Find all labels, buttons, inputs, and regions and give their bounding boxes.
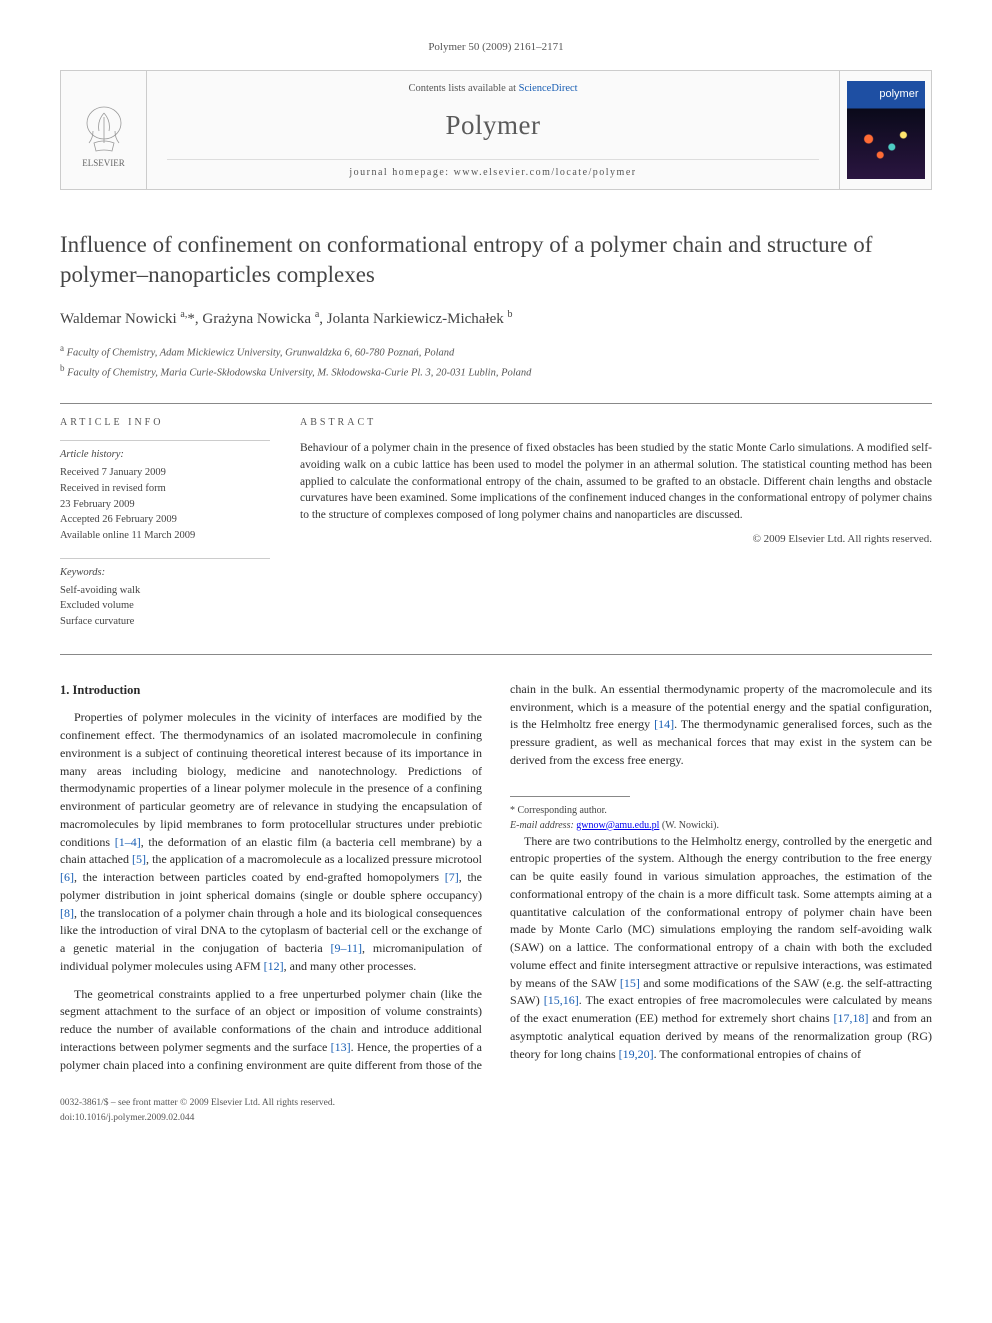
- publisher-logo-cell: ELSEVIER: [61, 71, 147, 189]
- history-revised-line2: 23 February 2009: [60, 497, 270, 513]
- keyword-item: Self-avoiding walk: [60, 583, 270, 599]
- elsevier-tree-icon: [79, 103, 129, 157]
- abstract-text: Behaviour of a polymer chain in the pres…: [300, 440, 932, 523]
- journal-homepage-line: journal homepage: www.elsevier.com/locat…: [167, 159, 819, 181]
- homepage-url[interactable]: www.elsevier.com/locate/polymer: [454, 167, 637, 178]
- publisher-name: ELSEVIER: [82, 157, 125, 170]
- cover-art-icon: [857, 127, 915, 167]
- affiliations: a Faculty of Chemistry, Adam Mickiewicz …: [60, 342, 932, 381]
- elsevier-logo: ELSEVIER: [69, 90, 139, 170]
- abstract-label: ABSTRACT: [300, 416, 932, 431]
- cover-label: polymer: [879, 87, 918, 103]
- keyword-item: Surface curvature: [60, 614, 270, 630]
- abstract-copyright: © 2009 Elsevier Ltd. All rights reserved…: [300, 532, 932, 548]
- history-accepted: Accepted 26 February 2009: [60, 512, 270, 528]
- affiliation-a: a Faculty of Chemistry, Adam Mickiewicz …: [60, 342, 932, 361]
- footnote-star-line: * Corresponding author.: [510, 803, 932, 818]
- section-heading-intro: 1. Introduction: [60, 681, 482, 700]
- history-revised-line1: Received in revised form: [60, 481, 270, 497]
- journal-cover-thumbnail: polymer: [847, 81, 925, 179]
- footnote-email-line: E-mail address: gwnow@amu.edu.pl (W. Now…: [510, 818, 932, 833]
- keywords-heading: Keywords:: [60, 565, 270, 581]
- email-label: E-mail address:: [510, 820, 574, 831]
- footer-issn-line: 0032-3861/$ – see front matter © 2009 El…: [60, 1096, 932, 1110]
- authors-line: Waldemar Nowicki a,*, Grażyna Nowicka a,…: [60, 308, 932, 331]
- divider: [60, 654, 932, 655]
- journal-name: Polymer: [147, 106, 839, 145]
- article-title: Influence of confinement on conformation…: [60, 230, 932, 290]
- history-heading: Article history:: [60, 447, 270, 463]
- footer-doi-line: doi:10.1016/j.polymer.2009.02.044: [60, 1111, 932, 1125]
- body-paragraph: Properties of polymer molecules in the v…: [60, 709, 482, 975]
- article-info-label: ARTICLE INFO: [60, 416, 270, 431]
- corresponding-author-footnote: * Corresponding author. E-mail address: …: [510, 803, 932, 833]
- divider: [60, 403, 932, 404]
- body-two-column: 1. Introduction Properties of polymer mo…: [60, 681, 932, 1075]
- keyword-item: Excluded volume: [60, 598, 270, 614]
- keywords-block: Keywords: Self-avoiding walk Excluded vo…: [60, 558, 270, 630]
- history-online: Available online 11 March 2009: [60, 528, 270, 544]
- history-received: Received 7 January 2009: [60, 465, 270, 481]
- info-abstract-row: ARTICLE INFO Article history: Received 7…: [60, 416, 932, 644]
- footnote-separator: [510, 796, 630, 797]
- header-center: Contents lists available at ScienceDirec…: [147, 71, 839, 189]
- abstract-column: ABSTRACT Behaviour of a polymer chain in…: [300, 416, 932, 644]
- article-info-column: ARTICLE INFO Article history: Received 7…: [60, 416, 270, 644]
- journal-reference: Polymer 50 (2009) 2161–2171: [60, 40, 932, 56]
- article-history-block: Article history: Received 7 January 2009…: [60, 440, 270, 544]
- corresponding-email-link[interactable]: gwnow@amu.edu.pl: [576, 820, 659, 831]
- homepage-prefix: journal homepage:: [349, 167, 453, 178]
- affiliation-b: b Faculty of Chemistry, Maria Curie-Skło…: [60, 362, 932, 381]
- page-footer: 0032-3861/$ – see front matter © 2009 El…: [60, 1096, 932, 1125]
- contents-prefix: Contents lists available at: [408, 83, 518, 94]
- sciencedirect-link[interactable]: ScienceDirect: [519, 83, 578, 94]
- contents-available-line: Contents lists available at ScienceDirec…: [147, 81, 839, 96]
- body-paragraph: There are two contributions to the Helmh…: [510, 833, 932, 1064]
- journal-header-box: ELSEVIER Contents lists available at Sci…: [60, 70, 932, 190]
- cover-thumb-cell: polymer: [839, 71, 931, 189]
- email-attribution: (W. Nowicki).: [662, 820, 719, 831]
